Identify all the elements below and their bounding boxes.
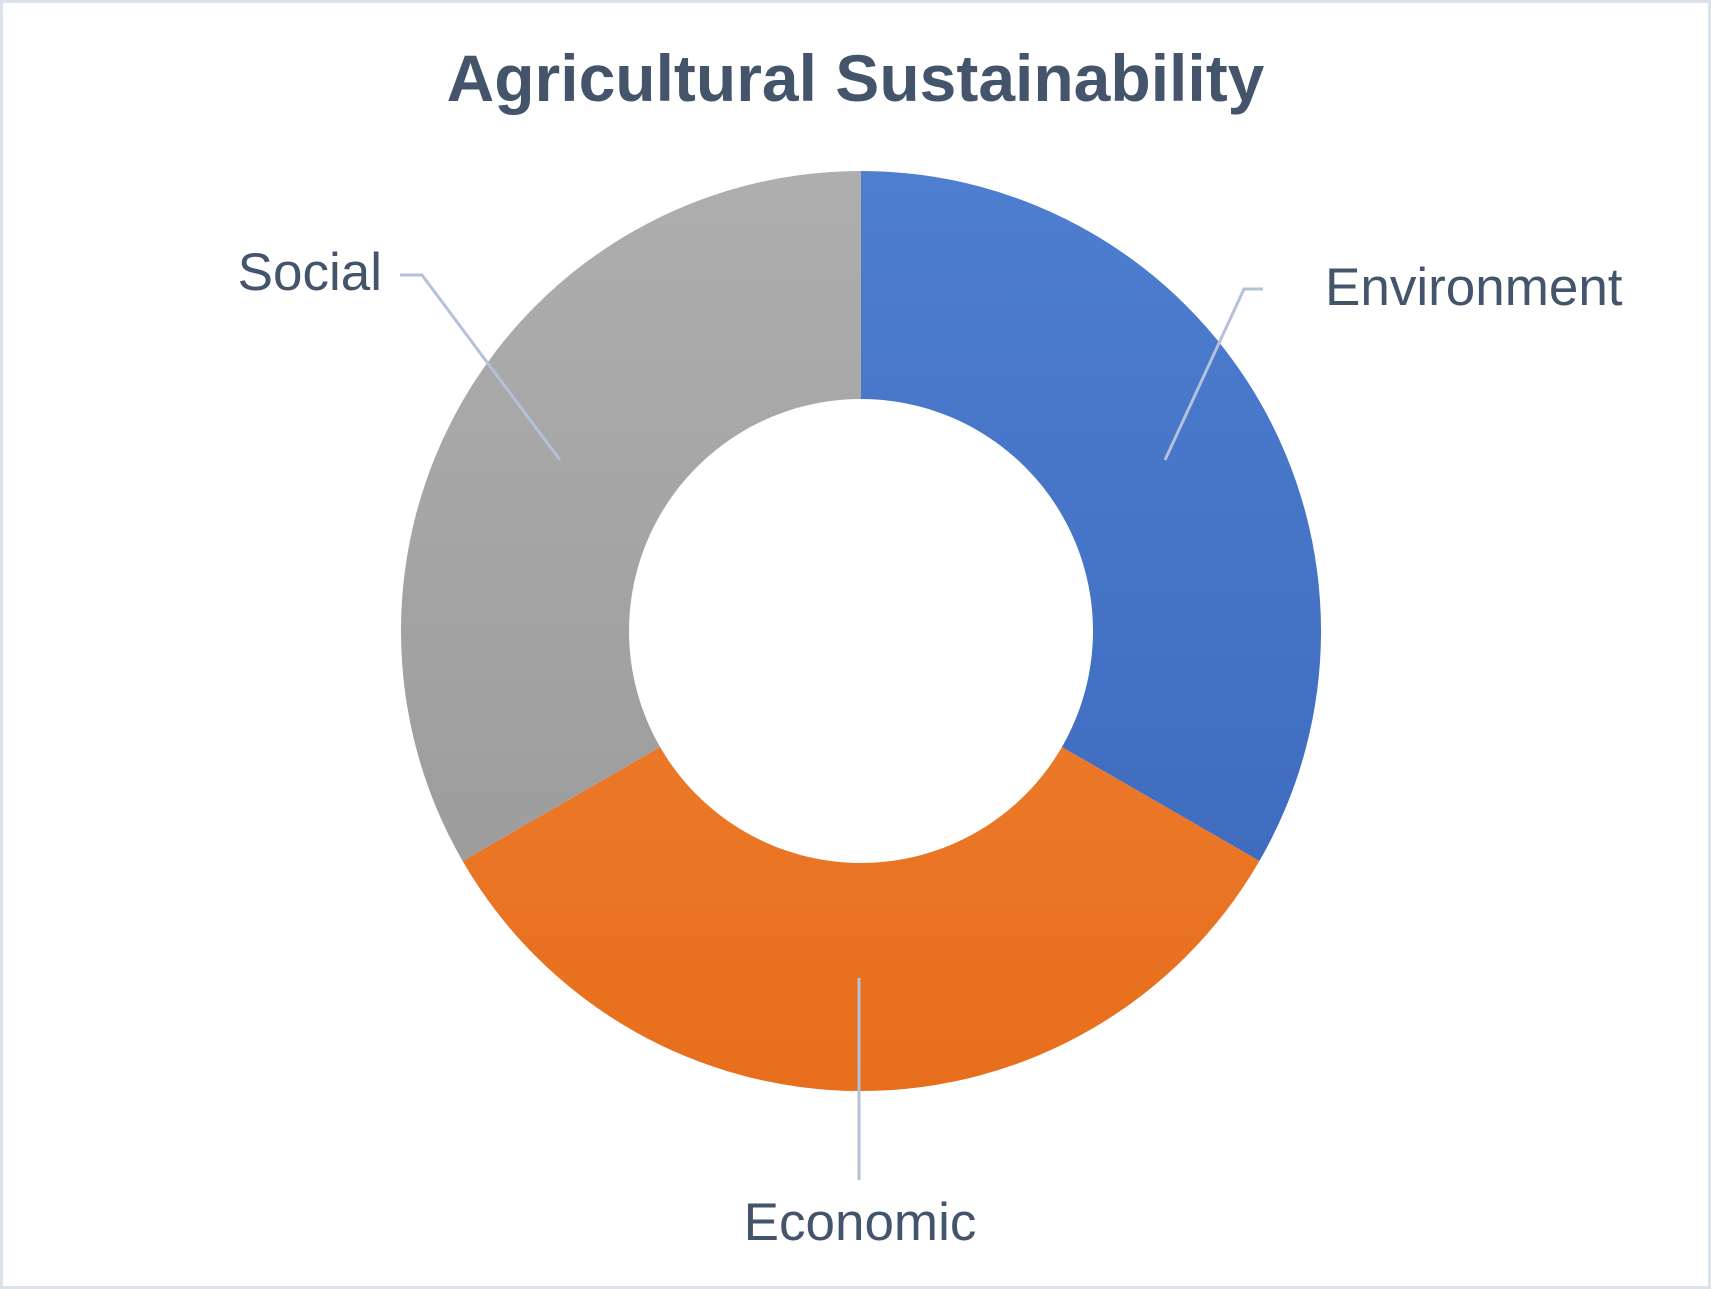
slice-label-economic: Economic: [743, 1193, 977, 1252]
leader-line-social: [400, 273, 562, 461]
donut-slice-economic[interactable]: [462, 747, 1260, 1092]
leader-lines: [400, 273, 1263, 1180]
chart-title: Agricultural Sustainability: [446, 41, 1265, 115]
donut-slice-environment[interactable]: [861, 171, 1322, 861]
donut-slices: [400, 170, 1322, 1092]
donut-slice-social[interactable]: [400, 170, 861, 861]
slice-label-social: Social: [237, 243, 382, 302]
donut-chart: [400, 170, 1322, 1180]
leader-line-environment: [1163, 287, 1263, 461]
slice-label-environment: Environment: [1325, 258, 1623, 317]
